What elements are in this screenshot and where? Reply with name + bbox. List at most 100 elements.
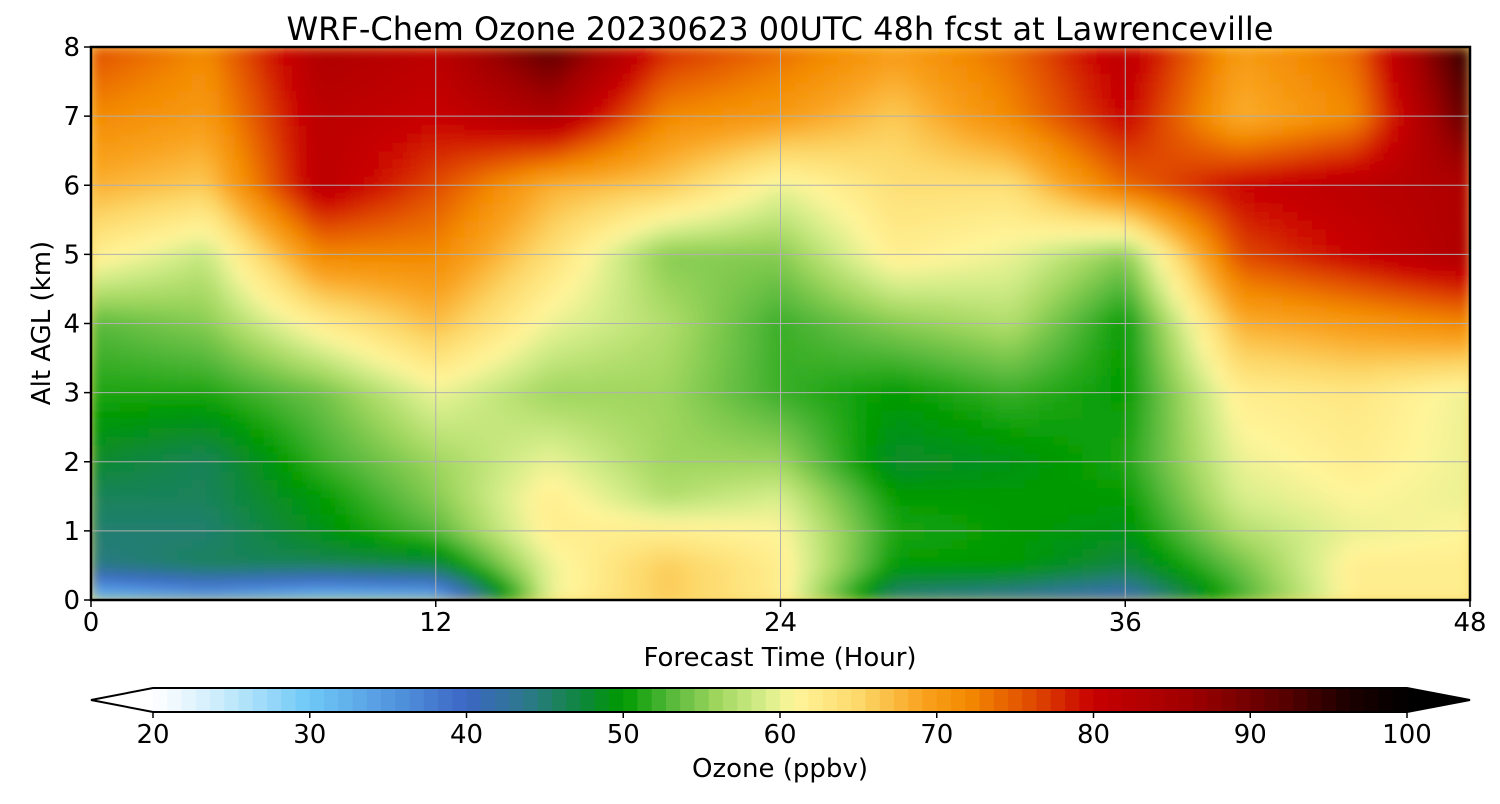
heatmap-cell xyxy=(608,280,624,290)
heatmap-cell xyxy=(1082,556,1098,567)
heatmap-cell xyxy=(1225,409,1241,420)
heatmap-cell xyxy=(507,479,523,489)
heatmap-cell xyxy=(751,314,767,325)
heatmap-cell xyxy=(378,392,394,403)
heatmap-cell xyxy=(550,263,566,273)
heatmap-cell xyxy=(837,159,854,169)
heatmap-cell xyxy=(363,306,380,316)
heatmap-cell xyxy=(162,565,178,575)
heatmap-cell xyxy=(1426,297,1443,308)
heatmap-cell xyxy=(378,453,394,463)
heatmap-cell xyxy=(837,548,854,558)
heatmap-cell xyxy=(708,167,724,178)
heatmap-cell xyxy=(263,444,279,454)
heatmap-cell xyxy=(1139,401,1155,411)
heatmap-cell xyxy=(579,159,595,169)
heatmap-cell xyxy=(1240,401,1256,411)
heatmap-cell xyxy=(1010,237,1026,247)
heatmap-cell xyxy=(536,504,552,515)
heatmap-cell xyxy=(679,202,696,212)
heatmap-cell xyxy=(852,263,868,273)
heatmap-cell xyxy=(1240,530,1256,541)
heatmap-cell xyxy=(1355,245,1371,256)
heatmap-cell xyxy=(1297,461,1313,472)
heatmap-cell xyxy=(1369,306,1385,316)
heatmap-cell xyxy=(1067,401,1083,411)
heatmap-cell xyxy=(1412,306,1428,316)
heatmap-cell xyxy=(766,496,782,506)
heatmap-cell xyxy=(579,392,595,403)
heatmap-cell xyxy=(234,263,250,273)
heatmap-cell xyxy=(1398,280,1414,290)
heatmap-cell xyxy=(1053,409,1069,420)
heatmap-cell xyxy=(335,167,351,178)
heatmap-cell xyxy=(780,496,796,506)
heatmap-cell xyxy=(450,479,466,489)
heatmap-cell xyxy=(1053,323,1069,333)
heatmap-cell xyxy=(694,306,710,316)
heatmap-cell xyxy=(866,556,882,567)
heatmap-cell xyxy=(636,167,653,178)
heatmap-cell xyxy=(852,548,868,558)
heatmap-cell xyxy=(1096,418,1112,428)
heatmap-cell xyxy=(766,539,782,549)
heatmap-cell xyxy=(134,530,150,541)
heatmap-cell xyxy=(1283,211,1299,221)
heatmap-cell xyxy=(837,470,854,480)
heatmap-cell xyxy=(1053,548,1069,558)
heatmap-cell xyxy=(794,185,811,195)
heatmap-cell xyxy=(780,263,796,273)
heatmap-cell xyxy=(1182,556,1198,567)
heatmap-cell xyxy=(794,193,811,204)
heatmap-cell xyxy=(1125,548,1141,558)
heatmap-cell xyxy=(823,332,839,342)
heatmap-cell xyxy=(967,453,983,463)
heatmap-cell xyxy=(1455,574,1470,584)
heatmap-cell xyxy=(205,323,222,333)
heatmap-cell xyxy=(1024,409,1040,420)
heatmap-cell xyxy=(378,504,394,515)
heatmap-cell xyxy=(1182,461,1198,472)
heatmap-cell xyxy=(478,340,494,351)
heatmap-cell xyxy=(1153,461,1170,472)
heatmap-cell xyxy=(1125,444,1141,454)
heatmap-cell xyxy=(191,228,207,238)
heatmap-cell xyxy=(593,176,609,187)
heatmap-cell xyxy=(550,496,566,506)
heatmap-cell xyxy=(363,418,380,428)
heatmap-cell xyxy=(1039,358,1055,368)
heatmap-cell xyxy=(363,340,380,351)
heatmap-cell xyxy=(608,245,624,256)
heatmap-cell xyxy=(1297,332,1313,342)
heatmap-cell xyxy=(435,297,451,308)
heatmap-cell xyxy=(521,470,538,480)
heatmap-cell xyxy=(1398,349,1414,359)
heatmap-cell xyxy=(1311,496,1328,506)
heatmap-cell xyxy=(866,375,882,385)
heatmap-cell xyxy=(1168,401,1184,411)
heatmap-cell xyxy=(766,219,782,230)
heatmap-cell xyxy=(981,358,997,368)
heatmap-cell xyxy=(780,358,796,368)
heatmap-cell xyxy=(478,202,494,212)
heatmap-cell xyxy=(320,574,336,584)
heatmap-cell xyxy=(177,548,193,558)
heatmap-cell xyxy=(277,211,293,221)
heatmap-cell xyxy=(952,228,969,238)
heatmap-cell xyxy=(435,150,451,161)
heatmap-cell xyxy=(636,211,653,221)
heatmap-cell xyxy=(909,530,925,541)
heatmap-cell xyxy=(1283,574,1299,584)
heatmap-cell xyxy=(1211,263,1227,273)
heatmap-cell xyxy=(981,375,997,385)
heatmap-cell xyxy=(421,392,437,403)
heatmap-cell xyxy=(91,418,107,428)
heatmap-cell xyxy=(852,280,868,290)
heatmap-cell xyxy=(306,280,322,290)
heatmap-cell xyxy=(1398,366,1414,377)
heatmap-cell xyxy=(1139,383,1155,394)
heatmap-cell xyxy=(1369,271,1385,282)
heatmap-cell xyxy=(421,280,437,290)
heatmap-cells xyxy=(91,47,1470,600)
